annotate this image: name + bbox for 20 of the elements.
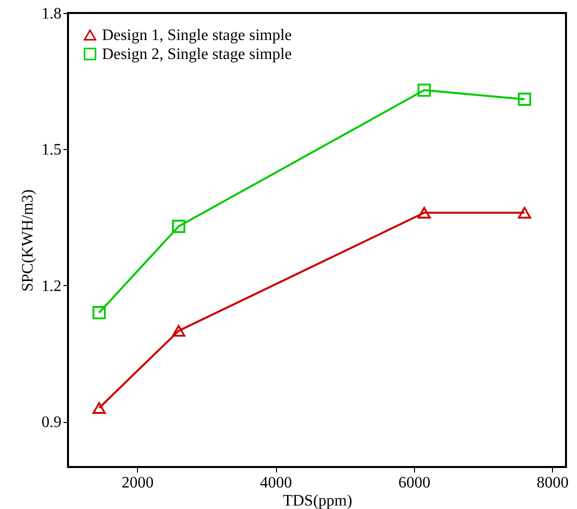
point [92,306,106,320]
y-tick-label: 1.5 [42,142,62,159]
y-tick-label: 1.2 [42,278,62,295]
x-tick-label: 6000 [398,474,430,492]
x-tick-label: 4000 [260,474,292,492]
point [418,206,431,219]
point [418,84,431,97]
x-axis-title: TDS(ppm) [282,492,352,509]
point [518,206,532,219]
y-tick-label: 0.9 [42,414,62,432]
point [172,220,186,233]
legend-label: Design 2, Single stage simple [102,46,292,63]
point [518,92,532,106]
point [92,402,106,414]
y-tick-label: 1.8 [42,6,62,22]
x-tick-label: 8000 [536,474,569,492]
x-tick-label: 2000 [122,474,154,492]
point [172,324,186,337]
legend-label: Design 1, Single stage simple [102,27,292,44]
y-axis-title: SPC(KWH/m3) [20,189,36,292]
